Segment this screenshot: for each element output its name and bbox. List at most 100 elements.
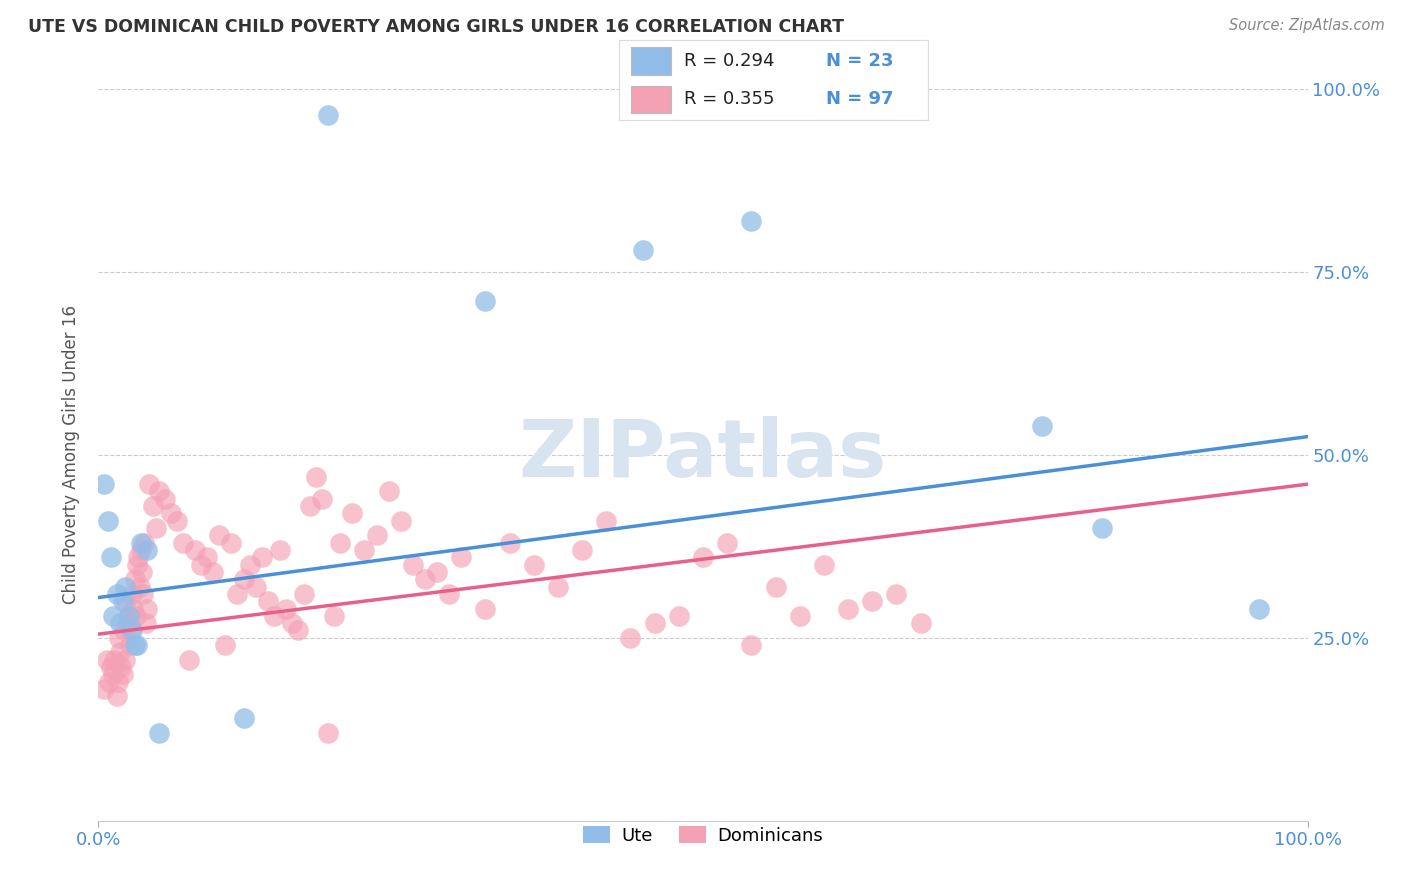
- Point: [837, 601, 859, 615]
- Point: [105, 690, 128, 704]
- Point: [311, 491, 333, 506]
- Point: [245, 580, 267, 594]
- Point: [127, 550, 149, 565]
- Point: [117, 616, 139, 631]
- Point: [329, 535, 352, 549]
- Text: ZIPatlas: ZIPatlas: [519, 416, 887, 494]
- Point: [886, 587, 908, 601]
- Point: [1091, 521, 1114, 535]
- Point: [437, 587, 460, 601]
- Point: [292, 587, 315, 601]
- Point: [184, 543, 207, 558]
- Point: [93, 681, 115, 696]
- Point: [112, 624, 135, 638]
- Point: [789, 608, 811, 623]
- Point: [571, 543, 593, 558]
- Point: [765, 580, 787, 594]
- Point: [274, 601, 297, 615]
- Point: [135, 616, 157, 631]
- Point: [160, 507, 183, 521]
- Point: [131, 565, 153, 579]
- Point: [127, 558, 149, 572]
- Point: [239, 558, 262, 572]
- Point: [595, 514, 617, 528]
- Point: [195, 550, 218, 565]
- Point: [132, 587, 155, 601]
- FancyBboxPatch shape: [631, 86, 671, 113]
- Point: [668, 608, 690, 623]
- Point: [631, 243, 654, 257]
- Point: [125, 608, 148, 623]
- Point: [450, 550, 472, 565]
- Point: [323, 608, 346, 623]
- Point: [127, 638, 149, 652]
- Point: [910, 616, 932, 631]
- Point: [96, 653, 118, 667]
- Point: [118, 608, 141, 623]
- Point: [129, 535, 152, 549]
- Point: [619, 631, 641, 645]
- Point: [121, 587, 143, 601]
- Point: [202, 565, 225, 579]
- Point: [402, 558, 425, 572]
- Point: [108, 645, 131, 659]
- Point: [120, 624, 142, 638]
- Point: [93, 477, 115, 491]
- Point: [377, 484, 399, 499]
- Text: R = 0.355: R = 0.355: [683, 90, 775, 108]
- Text: Source: ZipAtlas.com: Source: ZipAtlas.com: [1229, 18, 1385, 33]
- Text: N = 97: N = 97: [825, 90, 893, 108]
- Point: [110, 660, 132, 674]
- Point: [148, 484, 170, 499]
- Legend: Ute, Dominicans: Ute, Dominicans: [575, 819, 831, 852]
- Point: [232, 711, 254, 725]
- Point: [97, 514, 120, 528]
- Text: R = 0.294: R = 0.294: [683, 52, 775, 70]
- Point: [498, 535, 520, 549]
- Point: [474, 294, 496, 309]
- Point: [100, 660, 122, 674]
- Point: [105, 587, 128, 601]
- Point: [644, 616, 666, 631]
- Point: [860, 594, 883, 608]
- Point: [166, 514, 188, 528]
- Point: [114, 580, 136, 594]
- Point: [134, 535, 156, 549]
- Point: [740, 638, 762, 652]
- Point: [135, 543, 157, 558]
- Point: [108, 631, 131, 645]
- Point: [179, 653, 201, 667]
- Point: [316, 726, 339, 740]
- Point: [226, 587, 249, 601]
- Point: [122, 601, 145, 615]
- Point: [101, 667, 124, 681]
- Point: [148, 726, 170, 740]
- Point: [474, 601, 496, 615]
- Point: [100, 550, 122, 565]
- Point: [426, 565, 449, 579]
- Point: [342, 507, 364, 521]
- Point: [111, 667, 134, 681]
- Point: [138, 477, 160, 491]
- Point: [208, 528, 231, 542]
- Point: [114, 653, 136, 667]
- Point: [221, 535, 243, 549]
- Point: [547, 580, 569, 594]
- Point: [263, 608, 285, 623]
- Point: [281, 616, 304, 631]
- Point: [124, 572, 146, 586]
- Point: [256, 594, 278, 608]
- Point: [101, 608, 124, 623]
- Text: N = 23: N = 23: [825, 52, 893, 70]
- FancyBboxPatch shape: [631, 47, 671, 75]
- Point: [366, 528, 388, 542]
- Point: [1249, 601, 1271, 615]
- Point: [287, 624, 309, 638]
- Point: [142, 499, 165, 513]
- Point: [153, 491, 176, 506]
- Point: [172, 535, 194, 549]
- Point: [269, 543, 291, 558]
- Point: [305, 470, 328, 484]
- Point: [103, 653, 125, 667]
- Point: [716, 535, 738, 549]
